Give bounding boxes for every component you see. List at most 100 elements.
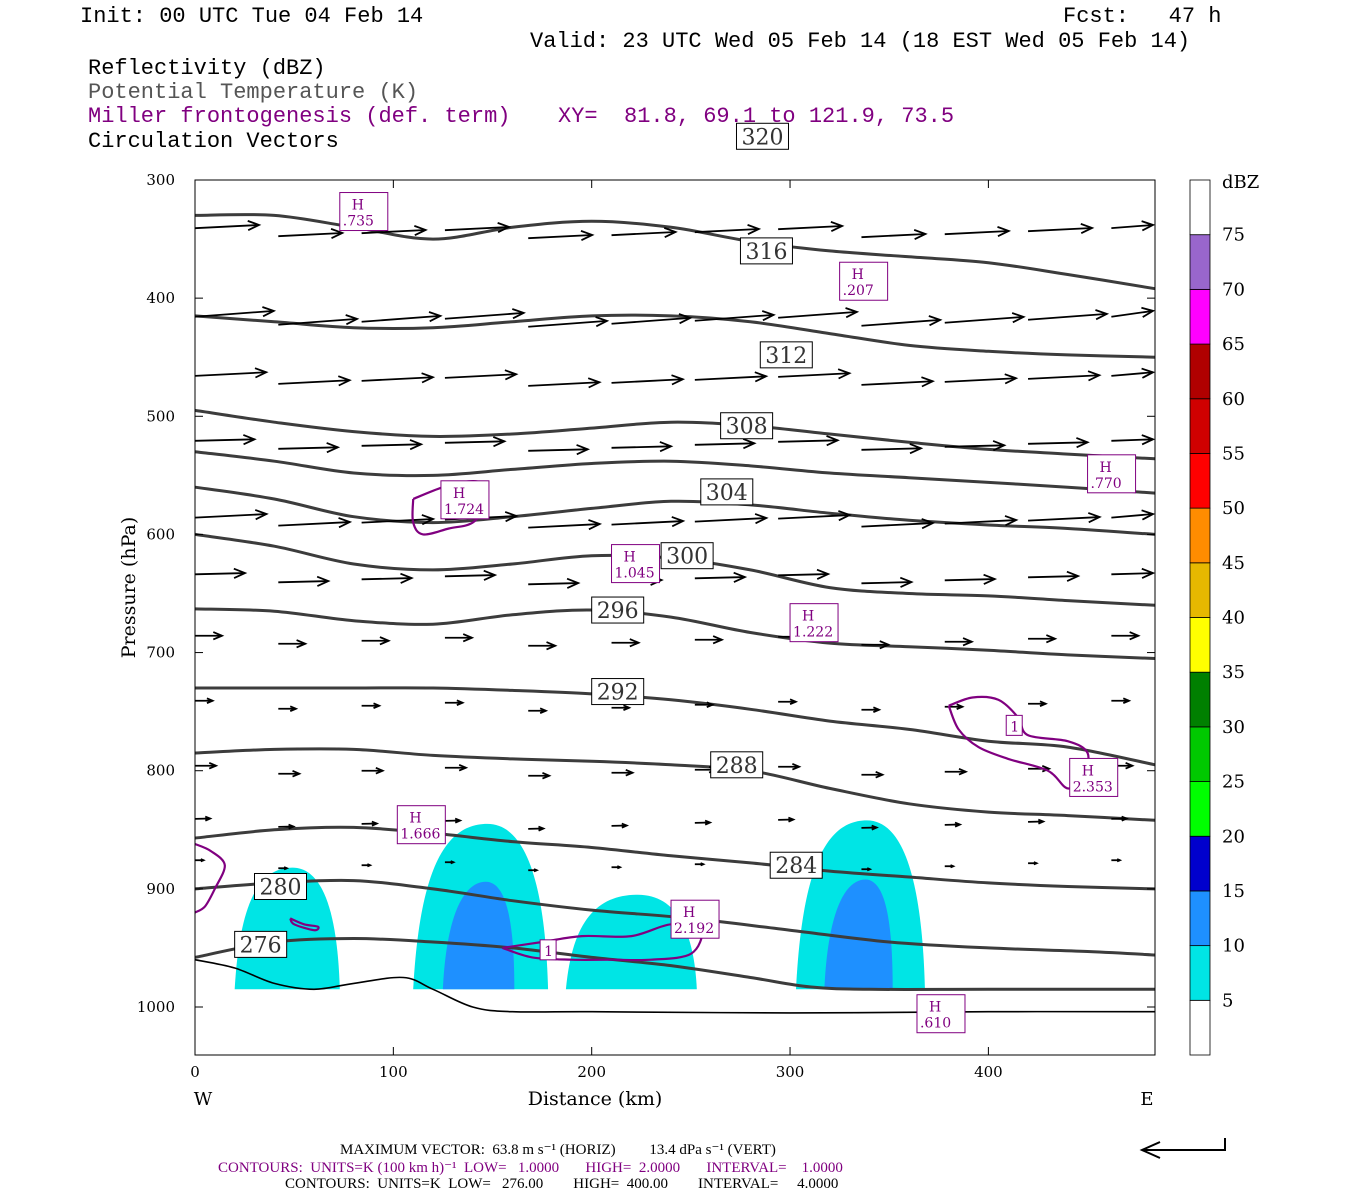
theta-contour-312 [194,408,1156,461]
vector-arrowhead [450,860,456,865]
vector-arrowhead [338,517,353,529]
vector-arrowhead [1141,509,1156,521]
vector-arrowhead [208,762,219,770]
vector-arrowhead [921,518,936,530]
vector-arrowhead [950,864,956,869]
vector-arrowhead [958,768,969,776]
colorbar-tick-label: 25 [1222,772,1245,793]
frontogenesis-max-label: H [852,267,864,283]
frontogenesis-max-value: 1.666 [400,827,440,843]
frontogenesis-contour [194,842,226,914]
vector-arrowhead [379,636,391,646]
colorbar-segment [1189,179,1211,236]
field-theta: Potential Temperature (K) [88,80,419,105]
vector-arrowhead [330,228,345,239]
colorbar-segment [1189,781,1211,837]
vector-arrowhead [421,514,436,526]
vector-arrowhead [616,865,623,870]
vector-arrowhead [873,706,882,713]
theta-label-box [700,478,754,506]
colorbar-tick-label: 40 [1222,608,1245,629]
vector-arrowhead [754,371,769,383]
theta-label: 320 [741,125,783,150]
frontogenesis-max-box [440,480,490,520]
vector-arrowhead [538,825,546,832]
circulation-vector [861,581,912,585]
vector-arrowhead [1076,437,1090,449]
vector-arrowhead [928,315,943,327]
theta-contour-292 [194,686,1156,767]
vector-arrowhead [826,435,840,447]
circulation-vector [278,317,358,326]
vector-arrowhead [845,307,860,319]
vector-arrowhead [788,816,796,823]
vector-arrowhead [1122,697,1132,704]
west-label: W [194,1089,213,1110]
theta-contour-280 [194,878,1156,957]
vector-arrowhead [742,438,757,450]
theta-label-box [660,542,714,570]
vector-arrowhead [206,697,215,704]
plot-frame [194,179,1156,1056]
colorbar-segment [1189,999,1211,1056]
vector-arrowhead [1141,220,1156,232]
circulation-vector [694,375,767,381]
vector-arrowhead [792,763,802,771]
theta-contour-316 [194,313,1156,359]
colorbar-segment [1189,507,1211,564]
vector-arrowhead [956,703,965,710]
frontogenesis-max-value: 2.192 [674,921,714,937]
colorbar-tick-label: 60 [1222,389,1245,410]
vector-arrowhead [428,311,443,323]
vector-arrowhead [454,817,463,824]
vector-arrowhead [588,519,603,531]
east-label: E [1140,1089,1153,1110]
vector-arrowhead [678,313,693,325]
circulation-vector [278,521,350,527]
theta-contour-276 [194,936,1155,991]
circulation-vector [194,572,246,576]
circulation-vector [194,309,274,318]
vector-arrowhead [580,230,595,241]
reflectivity-cell-10dbz [824,879,893,990]
theta-label: 284 [775,854,817,879]
vector-arrowhead [200,858,206,863]
frontogenesis-max-label: H [409,811,421,827]
theta-label-box [234,930,288,958]
theta-label: 300 [666,545,708,570]
vector-arrowhead [983,573,998,585]
vector-arrowhead [623,704,632,711]
max-vector-note: MAXIMUM VECTOR: 63.8 m s⁻¹ (HORIZ) 13.4 … [340,1142,776,1158]
vector-arrowhead [1129,631,1141,641]
vector-arrowhead [913,229,928,240]
vector-arrowhead [1004,515,1019,527]
vector-arrowhead [866,867,873,872]
colorbar-segment [1189,288,1211,345]
vector-arrowhead [254,509,269,521]
circulation-vector [361,229,426,235]
vector-arrowhead [421,372,436,384]
frontogenesis-max-label: H [802,609,814,625]
circulation-vector [778,439,838,443]
frontogenesis-contour [289,917,320,932]
y-tick-label: 900 [146,880,175,898]
frontogenesis-max-value: .735 [343,214,374,230]
colorbar-segment [1189,945,1211,1001]
theta-label-box [735,122,789,150]
vector-arrowhead [243,434,257,446]
vector-arrowhead [921,376,936,388]
frontogenesis-max-box [789,603,839,643]
frontogenesis-max-box [1069,757,1119,797]
vector-arrowhead [671,374,686,386]
circulation-vector [278,379,350,385]
circulation-vector [361,314,441,323]
circulation-vector [1111,371,1154,377]
circulation-vector [861,318,941,327]
vector-arrowhead [1066,570,1081,582]
circulation-vector [194,513,267,519]
x-axis-label: Distance (km) [528,1088,663,1110]
reflectivity-cell-10dbz [442,881,515,990]
circulation-vector [611,520,684,526]
frontogenesis-max-box [339,192,389,232]
colorbar-segment [1189,890,1211,947]
